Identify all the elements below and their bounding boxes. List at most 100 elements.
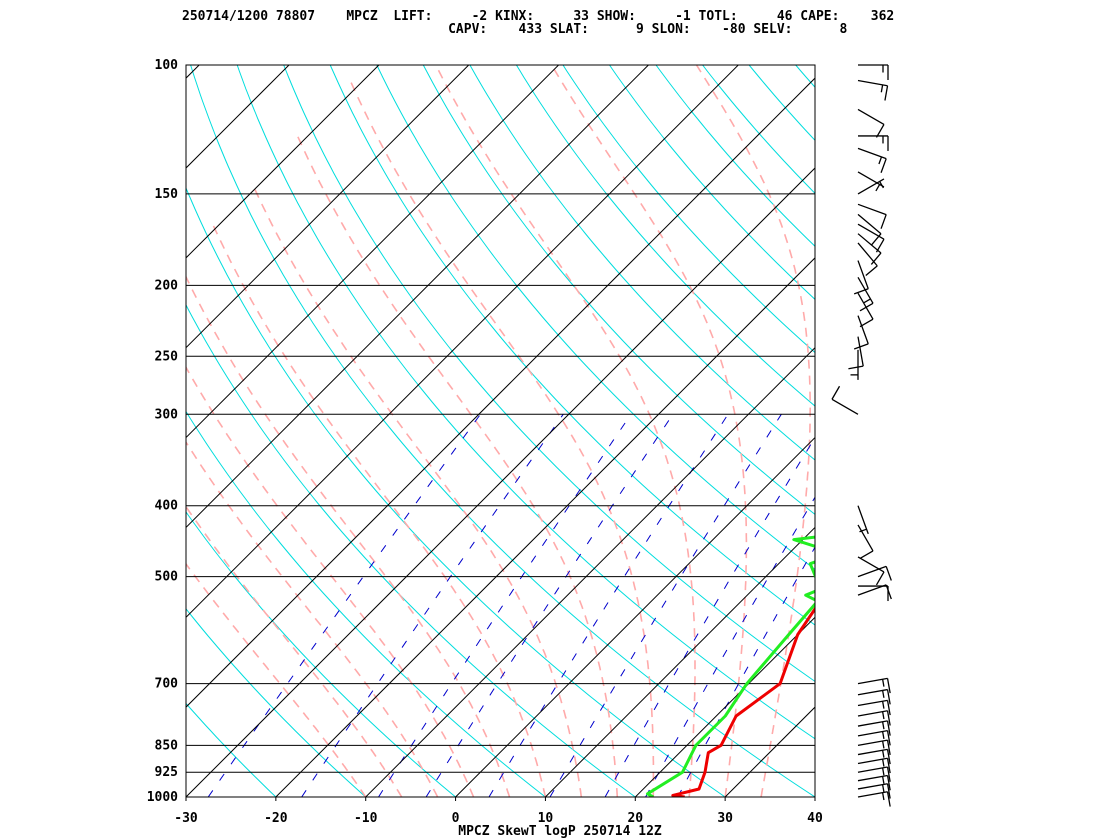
dry-adiabat-line	[186, 511, 456, 797]
dry-adiabat-line	[283, 65, 815, 683]
wind-barb	[857, 178, 885, 195]
plot-frame	[185, 64, 816, 798]
dry-adiabat-line	[422, 65, 815, 516]
dry-adiabat-line	[609, 65, 815, 301]
chart-title: MPCZ SkewT logP 250714 12Z	[458, 824, 662, 839]
pressure-tick-label: 500	[155, 570, 179, 585]
wind-barb	[853, 260, 869, 295]
pressure-tick-label: 150	[155, 187, 179, 202]
dry-adiabat-line	[1075, 65, 1120, 797]
temperature-axis: -30 -20 -10 0 10 20 30 40	[174, 797, 823, 826]
temperature-tick-label: 10	[538, 811, 554, 826]
mixing-ratio-line	[425, 414, 674, 797]
wind-barb	[857, 203, 887, 229]
isotherm-line	[186, 65, 649, 529]
isotherm-line	[724, 706, 815, 797]
dry-adiabat-line	[186, 410, 546, 797]
wind-barb	[831, 385, 859, 415]
wind-barb	[857, 688, 891, 705]
wind-barb	[857, 720, 891, 736]
dewpoint-profile-line	[646, 535, 815, 797]
dry-adiabat-line	[515, 65, 815, 407]
mixing-ratio-line	[677, 546, 815, 797]
wind-barb	[858, 135, 889, 151]
dry-adiabat-line	[842, 65, 1120, 797]
mixing-ratio-line	[488, 414, 729, 797]
moist-adiabat-line	[186, 562, 367, 797]
wind-barb	[857, 766, 891, 782]
wind-barb	[857, 783, 891, 799]
moist-adiabat-line	[211, 223, 547, 797]
wind-barb	[857, 699, 891, 716]
mixing-ratio-line	[207, 414, 481, 797]
pressure-axis: 100 150 200 250 300 400 500 700 850 925 1000	[147, 58, 178, 805]
wind-barb	[850, 349, 859, 380]
pressure-tick-label: 925	[155, 765, 178, 780]
isotherm-line	[275, 257, 815, 797]
temperature-tick-label: 20	[627, 811, 643, 826]
wind-barb	[857, 524, 874, 560]
temperature-tick-label: -30	[174, 811, 198, 826]
wind-barb	[857, 677, 891, 694]
pressure-tick-label: 400	[155, 499, 179, 514]
isotherm-line	[186, 65, 739, 618]
dry-adiabat-line	[186, 303, 636, 797]
pressure-gridlines	[186, 64, 815, 798]
moist-adiabat-line	[251, 182, 583, 797]
dry-adiabat-line	[190, 65, 815, 797]
wind-barb	[857, 774, 891, 791]
mixing-ratio-line	[378, 414, 632, 797]
wind-barb	[853, 315, 869, 350]
wind-barb	[857, 791, 891, 807]
wind-barb	[857, 223, 885, 253]
dry-adiabat-line	[655, 65, 815, 247]
moist-adiabat-line	[186, 275, 511, 797]
moist-adiabat-line	[186, 505, 403, 797]
dry-adiabat-line	[186, 608, 367, 797]
isotherm-line	[814, 796, 815, 797]
chart-series	[646, 535, 815, 797]
dry-adiabat-line	[0, 65, 96, 797]
isotherm-line	[186, 65, 290, 169]
moist-adiabat-line	[695, 65, 811, 797]
dry-adiabat-line	[186, 186, 726, 797]
wind-barb	[857, 748, 891, 765]
isotherm-line	[365, 347, 815, 797]
header-indices-line-1: 250714/1200 78807 MPCZ LIFT: -2 KINX: 33…	[182, 9, 895, 24]
moist-adiabat-line	[186, 440, 439, 797]
pressure-tick-label: 1000	[147, 790, 178, 805]
isotherm-line	[545, 526, 815, 797]
wind-barb	[858, 585, 889, 602]
mixing-ratio-line	[645, 496, 815, 797]
wind-barb	[857, 729, 891, 746]
isotherm-line	[455, 436, 815, 797]
pressure-tick-label: 700	[155, 677, 179, 692]
dry-adiabat-line	[795, 65, 815, 88]
wind-barb	[848, 336, 864, 370]
wind-barbs	[831, 64, 892, 807]
isotherm-line	[186, 167, 815, 797]
dry-adiabat-line	[236, 65, 815, 740]
wind-barb	[857, 292, 874, 328]
dry-adiabat-line	[329, 65, 815, 626]
dry-adiabat-line	[748, 65, 815, 142]
moist-adiabat-line	[186, 365, 475, 797]
wind-barb	[857, 171, 885, 192]
dry-adiabat-line	[376, 65, 815, 570]
temperature-tick-label: -10	[354, 811, 378, 826]
pressure-tick-label: 850	[155, 738, 179, 753]
mixing-ratio-line	[549, 414, 782, 797]
isotherm-line	[186, 77, 815, 708]
dry-adiabat-line	[889, 65, 1120, 797]
temperature-profile-line	[671, 606, 815, 797]
dry-adiabat-line	[186, 702, 277, 797]
pressure-tick-label: 100	[155, 58, 179, 73]
temperature-tick-label: 0	[452, 811, 460, 826]
isotherm-line	[186, 65, 559, 439]
wind-barb	[857, 556, 885, 586]
wind-barb	[857, 739, 891, 756]
wind-barb	[857, 79, 889, 101]
dry-adiabat-line	[469, 65, 815, 461]
wind-barb	[857, 584, 892, 600]
